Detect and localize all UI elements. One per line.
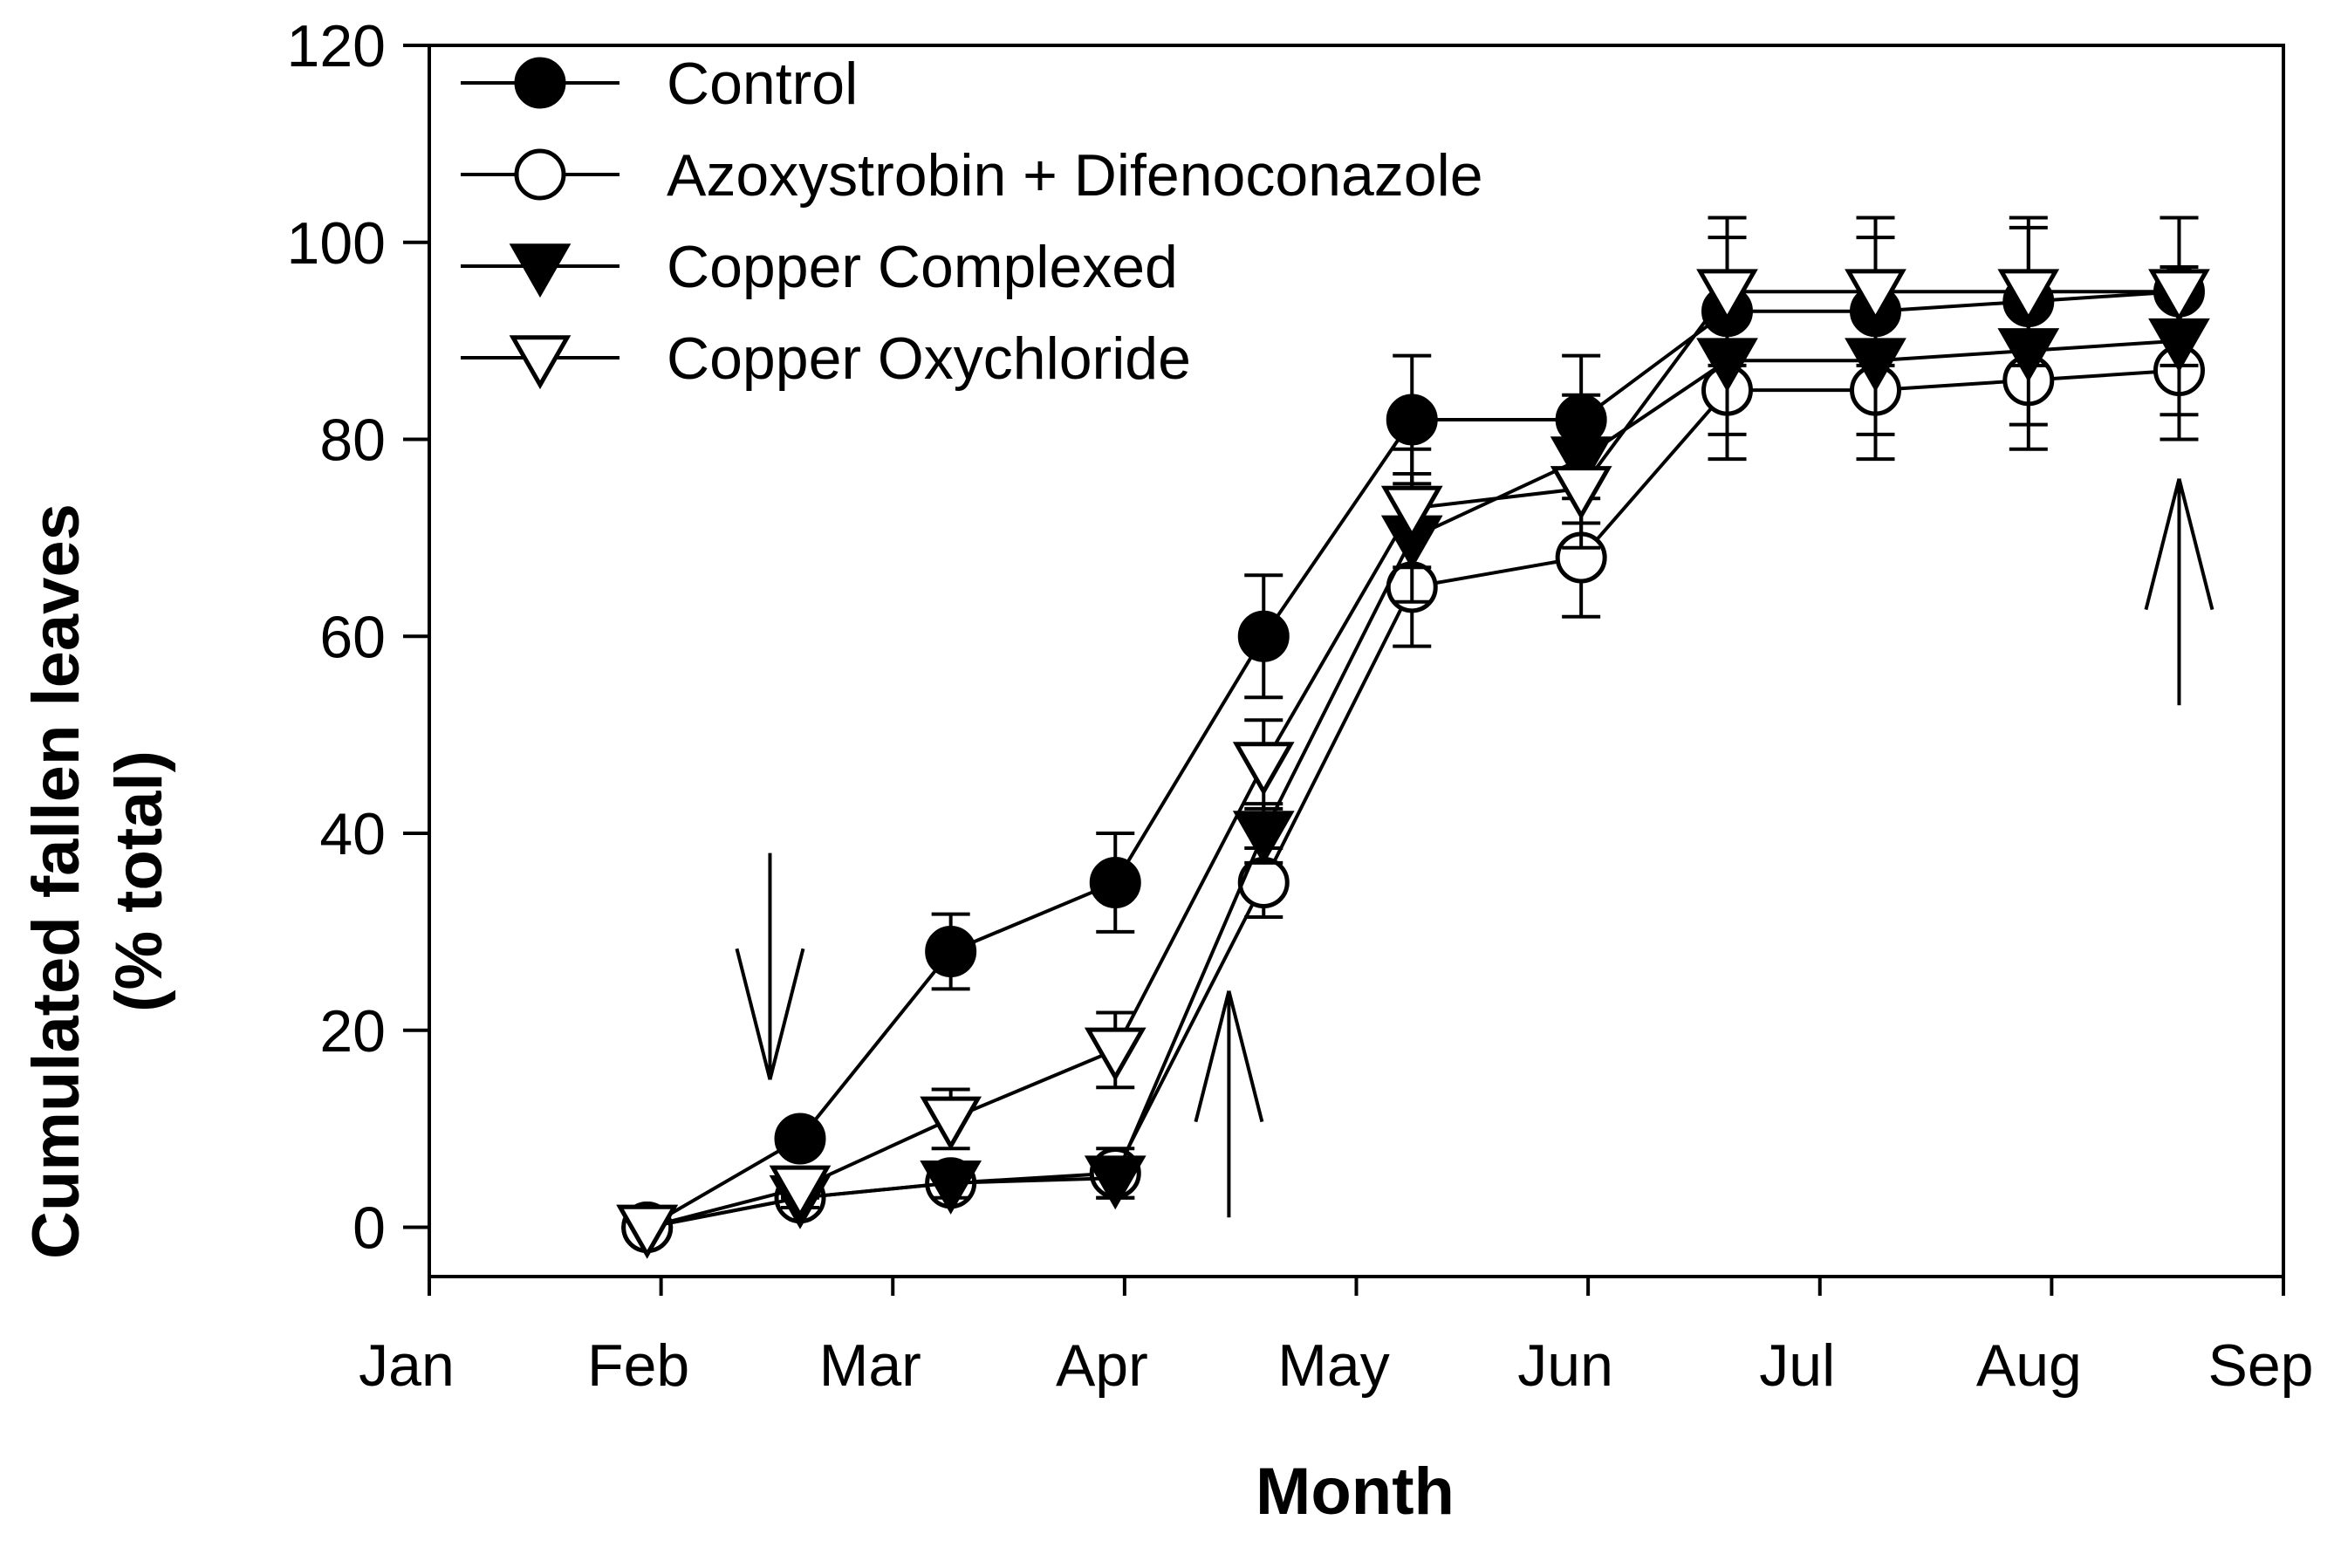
legend-marker	[509, 335, 572, 390]
legend-label: Azoxystrobin + Difenoconazole	[667, 142, 1483, 209]
legend-label: Copper Complexed	[667, 234, 1178, 300]
data-point	[920, 1160, 982, 1215]
data-point	[1232, 742, 1295, 797]
x-tick-label: Sep	[2208, 1332, 2314, 1399]
x-tick-label: Apr	[1056, 1332, 1148, 1399]
data-point	[1084, 1155, 1147, 1210]
series-copper-oxychloride	[616, 216, 2210, 1259]
data-point	[1997, 269, 2060, 324]
y-axis: 0 20 40 60 80 100 120	[287, 13, 429, 1262]
y-axis-title-line2: (% total)	[102, 750, 176, 1012]
data-point	[1232, 811, 1295, 866]
x-tick-label: Jun	[1517, 1332, 1613, 1399]
y-tick-label: 60	[319, 604, 386, 670]
legend-marker	[514, 148, 566, 201]
y-axis-title-line1: Cumulated fallen leaves	[19, 503, 93, 1259]
legend-item: Control	[461, 51, 858, 117]
legend-item: Copper Complexed	[461, 234, 1178, 300]
arrow-up	[1194, 990, 1264, 1218]
x-tick-label: Jan	[359, 1332, 455, 1399]
x-axis-title: Month	[1256, 1455, 1455, 1529]
data-point	[920, 1096, 982, 1151]
data-point	[1084, 1027, 1147, 1082]
data-point	[616, 1204, 679, 1259]
data-point	[1380, 485, 1443, 540]
x-tick-label: Jul	[1759, 1332, 1835, 1399]
arrow-down	[735, 852, 805, 1080]
plot-frame	[428, 44, 2285, 1278]
data-point	[774, 1113, 826, 1165]
y-tick-label: 40	[319, 801, 386, 867]
arrow-head-right	[2177, 478, 2214, 611]
data-point	[1386, 394, 1438, 446]
x-tick-label: Aug	[1976, 1332, 2082, 1399]
data-point	[1089, 856, 1141, 908]
annotation-arrows	[735, 478, 2214, 1218]
y-tick-label: 20	[319, 998, 386, 1065]
arrow-head-left	[1194, 990, 1231, 1123]
data-point	[1696, 269, 1758, 324]
arrow-head-left	[2144, 478, 2181, 611]
legend-marker	[509, 243, 572, 298]
data-point	[2148, 269, 2210, 324]
x-tick-label: Mar	[819, 1332, 921, 1399]
y-tick-label: 0	[353, 1195, 386, 1262]
data-point	[1550, 466, 1612, 521]
legend-label: Copper Oxychloride	[667, 325, 1191, 392]
arrow-head-left	[735, 948, 772, 1080]
x-tick-label: May	[1277, 1332, 1389, 1399]
arrow-up	[2144, 478, 2214, 706]
legend-label: Control	[667, 51, 858, 117]
data-point	[1237, 856, 1290, 908]
data-point	[1237, 610, 1290, 662]
data-point	[1845, 269, 1906, 324]
arrow-head-right	[1227, 990, 1264, 1123]
series-layer	[616, 216, 2210, 1259]
data-point	[769, 1165, 832, 1220]
y-tick-label: 80	[319, 407, 386, 474]
arrow-head-right	[768, 948, 805, 1080]
x-tick-label: Feb	[587, 1332, 689, 1399]
legend-item: Azoxystrobin + Difenoconazole	[461, 142, 1483, 209]
legend-marker	[514, 57, 566, 109]
data-point	[925, 925, 977, 977]
y-tick-label: 100	[287, 210, 386, 277]
x-axis: Jan Feb Mar Apr May Jun Jul Aug Sep	[359, 1277, 2314, 1399]
legend: Control Azoxystrobin + Difenoconazole Copp…	[461, 51, 1483, 392]
legend-item: Copper Oxychloride	[461, 325, 1191, 392]
plot-border	[428, 44, 2285, 1278]
y-tick-label: 120	[287, 13, 386, 79]
